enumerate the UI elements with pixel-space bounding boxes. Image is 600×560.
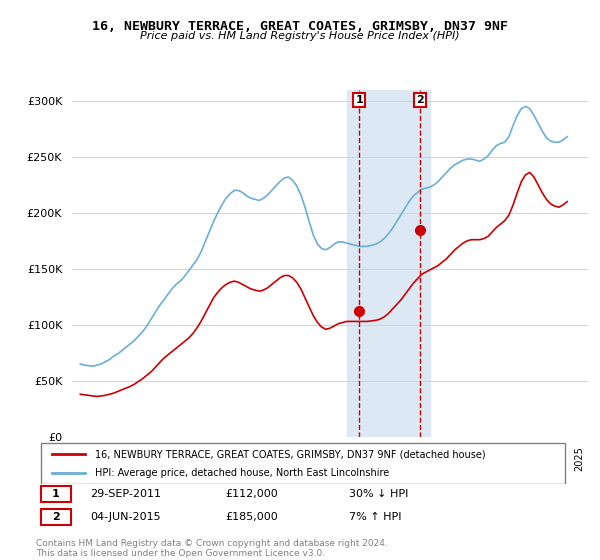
Text: 16, NEWBURY TERRACE, GREAT COATES, GRIMSBY, DN37 9NF (detached house): 16, NEWBURY TERRACE, GREAT COATES, GRIMS… [95, 449, 486, 459]
Text: 04-JUN-2015: 04-JUN-2015 [90, 512, 161, 522]
Text: Price paid vs. HM Land Registry's House Price Index (HPI): Price paid vs. HM Land Registry's House … [140, 31, 460, 41]
Text: Contains HM Land Registry data © Crown copyright and database right 2024.
This d: Contains HM Land Registry data © Crown c… [36, 539, 388, 558]
Text: 30% ↓ HPI: 30% ↓ HPI [349, 489, 409, 500]
Bar [347, 90, 430, 437]
Text: 1: 1 [52, 489, 60, 500]
Text: £112,000: £112,000 [225, 489, 278, 500]
FancyBboxPatch shape [41, 508, 71, 525]
Text: £185,000: £185,000 [225, 512, 278, 522]
Text: 2: 2 [52, 512, 60, 522]
Text: 29-SEP-2011: 29-SEP-2011 [90, 489, 161, 500]
Text: 16, NEWBURY TERRACE, GREAT COATES, GRIMSBY, DN37 9NF: 16, NEWBURY TERRACE, GREAT COATES, GRIMS… [92, 20, 508, 32]
Text: 2: 2 [416, 95, 424, 105]
Text: 1: 1 [355, 95, 363, 105]
FancyBboxPatch shape [41, 444, 565, 483]
FancyBboxPatch shape [41, 486, 71, 502]
Text: 7% ↑ HPI: 7% ↑ HPI [349, 512, 402, 522]
Text: HPI: Average price, detached house, North East Lincolnshire: HPI: Average price, detached house, Nort… [95, 468, 389, 478]
